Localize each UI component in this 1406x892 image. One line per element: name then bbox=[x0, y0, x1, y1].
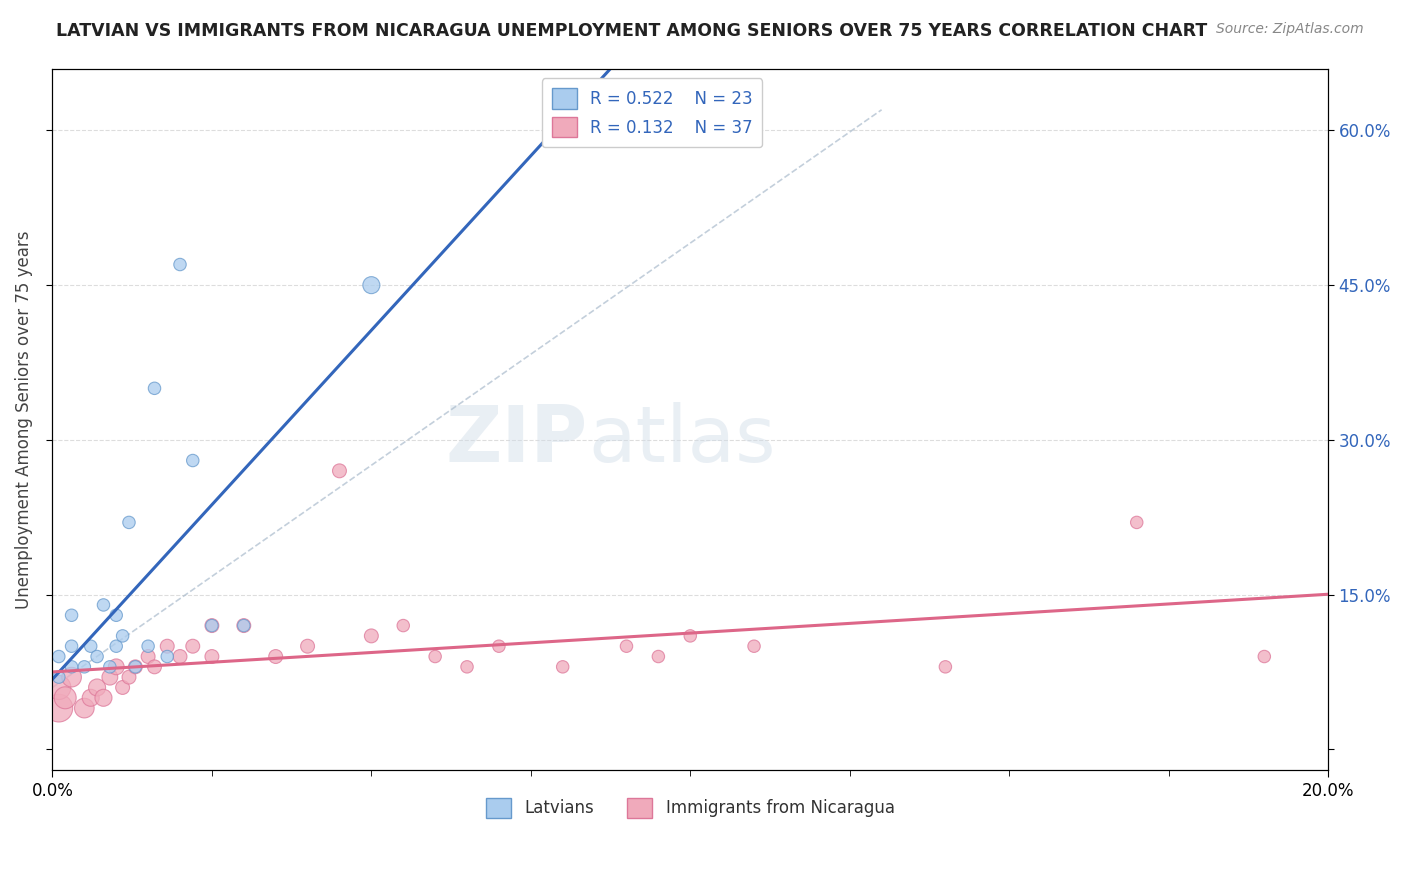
Point bbox=[48, 649, 70, 664]
Point bbox=[111, 681, 134, 695]
Point bbox=[201, 618, 224, 632]
Legend: Latvians, Immigrants from Nicaragua: Latvians, Immigrants from Nicaragua bbox=[479, 791, 901, 825]
Point bbox=[93, 598, 115, 612]
Point bbox=[60, 608, 83, 623]
Point bbox=[53, 690, 76, 705]
Point bbox=[118, 516, 141, 530]
Point bbox=[647, 649, 669, 664]
Point bbox=[60, 639, 83, 653]
Y-axis label: Unemployment Among Seniors over 75 years: Unemployment Among Seniors over 75 years bbox=[15, 230, 32, 608]
Point bbox=[934, 660, 956, 674]
Point bbox=[328, 464, 350, 478]
Point bbox=[156, 639, 179, 653]
Point bbox=[456, 660, 478, 674]
Point bbox=[201, 649, 224, 664]
Point bbox=[423, 649, 446, 664]
Point bbox=[264, 649, 287, 664]
Point bbox=[73, 660, 96, 674]
Point bbox=[105, 608, 128, 623]
Point bbox=[105, 660, 128, 674]
Point bbox=[118, 670, 141, 684]
Point bbox=[360, 278, 382, 293]
Point bbox=[143, 660, 166, 674]
Point bbox=[181, 453, 204, 467]
Point bbox=[136, 649, 159, 664]
Point bbox=[86, 681, 108, 695]
Point bbox=[60, 670, 83, 684]
Text: ZIP: ZIP bbox=[446, 402, 588, 478]
Point bbox=[169, 649, 191, 664]
Point bbox=[136, 639, 159, 653]
Point bbox=[80, 639, 103, 653]
Point bbox=[98, 660, 121, 674]
Point bbox=[201, 618, 224, 632]
Point bbox=[169, 258, 191, 272]
Point bbox=[60, 660, 83, 674]
Point bbox=[124, 660, 146, 674]
Point bbox=[48, 670, 70, 684]
Point bbox=[360, 629, 382, 643]
Point bbox=[742, 639, 765, 653]
Point bbox=[232, 618, 254, 632]
Point bbox=[48, 681, 70, 695]
Point bbox=[73, 701, 96, 715]
Point bbox=[1125, 516, 1147, 530]
Point bbox=[392, 618, 415, 632]
Point bbox=[1253, 649, 1275, 664]
Point bbox=[93, 690, 115, 705]
Point bbox=[181, 639, 204, 653]
Point bbox=[124, 660, 146, 674]
Point bbox=[297, 639, 319, 653]
Point bbox=[86, 649, 108, 664]
Point bbox=[105, 639, 128, 653]
Point bbox=[80, 690, 103, 705]
Point bbox=[551, 660, 574, 674]
Point bbox=[111, 629, 134, 643]
Point bbox=[48, 701, 70, 715]
Point bbox=[679, 629, 702, 643]
Text: LATVIAN VS IMMIGRANTS FROM NICARAGUA UNEMPLOYMENT AMONG SENIORS OVER 75 YEARS CO: LATVIAN VS IMMIGRANTS FROM NICARAGUA UNE… bbox=[56, 22, 1208, 40]
Point bbox=[232, 618, 254, 632]
Text: Source: ZipAtlas.com: Source: ZipAtlas.com bbox=[1216, 22, 1364, 37]
Point bbox=[143, 381, 166, 395]
Point bbox=[98, 670, 121, 684]
Text: atlas: atlas bbox=[588, 402, 776, 478]
Point bbox=[156, 649, 179, 664]
Point bbox=[488, 639, 510, 653]
Point bbox=[616, 639, 638, 653]
